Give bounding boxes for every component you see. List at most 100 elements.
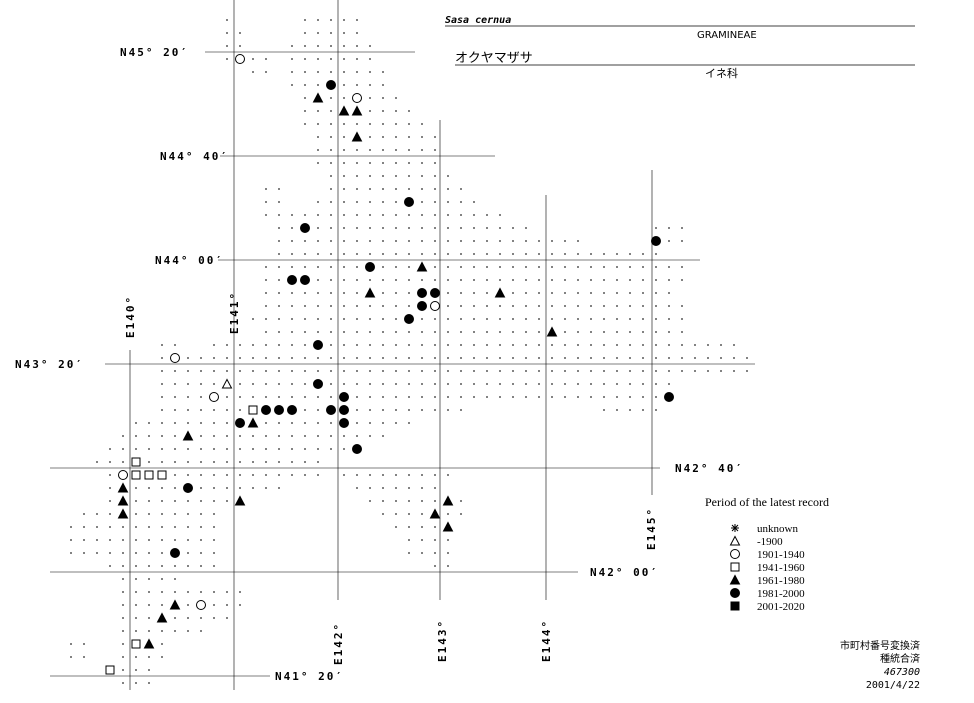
grid-dot <box>733 357 735 359</box>
lat-label: N42° 00′ <box>590 566 659 579</box>
grid-dot <box>148 578 150 580</box>
grid-dot <box>343 123 345 125</box>
grid-dot <box>382 292 384 294</box>
grid-dot <box>161 526 163 528</box>
grid-dot <box>200 357 202 359</box>
grid-dot <box>538 253 540 255</box>
grid-dot <box>161 435 163 437</box>
grid-dot <box>629 318 631 320</box>
grid-dot <box>317 474 319 476</box>
grid-dot <box>369 487 371 489</box>
grid-dot <box>408 279 410 281</box>
grid-dot <box>395 240 397 242</box>
grid-dot <box>395 123 397 125</box>
grid-dot <box>265 461 267 463</box>
symbol-circle <box>274 405 284 415</box>
grid-dot <box>226 461 228 463</box>
grid-dot <box>226 500 228 502</box>
grid-dot <box>122 578 124 580</box>
grid-dot <box>551 396 553 398</box>
symbol-circle <box>118 470 128 480</box>
grid-dot <box>252 487 254 489</box>
grid-dot <box>434 227 436 229</box>
grid-dot <box>421 214 423 216</box>
grid-dot <box>330 383 332 385</box>
grid-dot <box>252 71 254 73</box>
grid-dot <box>252 474 254 476</box>
grid-dot <box>174 487 176 489</box>
grid-dot <box>213 604 215 606</box>
grid-dot <box>161 370 163 372</box>
symbol-square <box>131 457 141 467</box>
grid-dot <box>200 565 202 567</box>
grid-dot <box>473 266 475 268</box>
symbol-triangle <box>182 430 194 441</box>
grid-dot <box>512 344 514 346</box>
grid-dot <box>278 344 280 346</box>
grid-dot <box>200 630 202 632</box>
symbol-triangle <box>221 378 233 389</box>
grid-dot <box>421 370 423 372</box>
grid-dot <box>239 409 241 411</box>
grid-dot <box>213 526 215 528</box>
grid-dot <box>551 318 553 320</box>
grid-dot <box>447 318 449 320</box>
legend-label: 1901-1940 <box>757 549 805 561</box>
grid-dot <box>421 357 423 359</box>
grid-dot <box>213 357 215 359</box>
grid-dot <box>382 435 384 437</box>
grid-dot <box>616 396 618 398</box>
grid-dot <box>564 383 566 385</box>
grid-dot <box>239 383 241 385</box>
grid-dot <box>330 448 332 450</box>
grid-dot <box>590 344 592 346</box>
symbol-square <box>131 639 141 649</box>
grid-dot <box>122 448 124 450</box>
grid-dot <box>356 318 358 320</box>
grid-dot <box>434 214 436 216</box>
grid-dot <box>317 396 319 398</box>
grid-dot <box>161 591 163 593</box>
grid-dot <box>564 266 566 268</box>
lon-label: E143° <box>436 619 449 662</box>
grid-dot <box>525 227 527 229</box>
grid-dot <box>512 266 514 268</box>
grid-dot <box>161 578 163 580</box>
grid-dot <box>447 292 449 294</box>
grid-dot <box>291 461 293 463</box>
symbol-circle <box>183 483 193 493</box>
grid-dot <box>174 344 176 346</box>
grid-dot <box>512 396 514 398</box>
symbol-circle <box>430 301 440 311</box>
grid-dot <box>590 292 592 294</box>
grid-dot <box>395 305 397 307</box>
grid-dot <box>291 305 293 307</box>
grid-dot <box>109 474 111 476</box>
grid-dot <box>265 71 267 73</box>
grid-dot <box>304 110 306 112</box>
grid-dot <box>356 84 358 86</box>
lat-label: N42° 40′ <box>675 462 744 475</box>
symbol-circle <box>339 392 349 402</box>
grid-dot <box>330 71 332 73</box>
grid-dot <box>278 422 280 424</box>
family-name: GRAMINEAE <box>697 30 757 41</box>
grid-dot <box>603 318 605 320</box>
grid-dot <box>369 279 371 281</box>
grid-dot <box>382 279 384 281</box>
grid-dot <box>382 474 384 476</box>
grid-dot <box>564 357 566 359</box>
grid-dot <box>278 305 280 307</box>
grid-dot <box>694 344 696 346</box>
grid-dot <box>408 227 410 229</box>
grid-dot <box>109 526 111 528</box>
grid-dot <box>564 344 566 346</box>
grid-dot <box>603 409 605 411</box>
grid-dot <box>343 71 345 73</box>
symbol-circle <box>651 236 661 246</box>
grid-dot <box>395 474 397 476</box>
grid-dot <box>200 370 202 372</box>
lon-label: E140° <box>124 295 137 338</box>
footer-date: 2001/4/22 <box>866 680 920 691</box>
grid-dot <box>161 539 163 541</box>
